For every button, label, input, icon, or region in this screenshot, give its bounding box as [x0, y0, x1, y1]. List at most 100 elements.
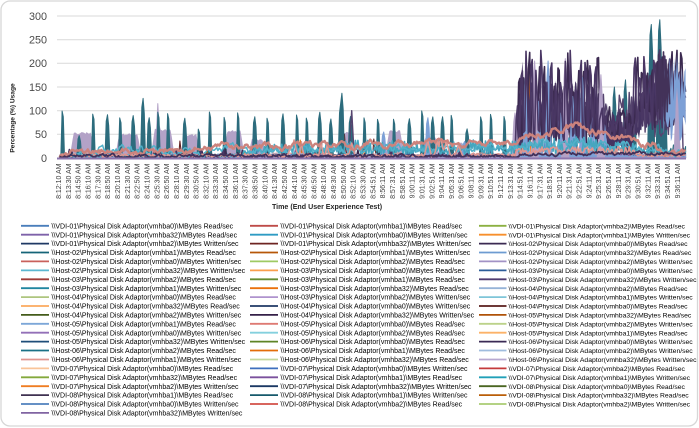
svg-text:\\VDI-01\Physical Disk Adaptor: \\VDI-01\Physical Disk Adaptor(vmhba32)\…: [52, 232, 238, 239]
svg-text:\\Host-02\Physical Disk Adapto: \\Host-02\Physical Disk Adaptor(vmhba1)\…: [52, 250, 237, 257]
svg-text:9:05:31 AM: 9:05:31 AM: [449, 163, 456, 199]
svg-text:\\Host-05\Physical Disk Adapto: \\Host-05\Physical Disk Adaptor(vmhba32)…: [52, 339, 246, 346]
svg-text:9:34:51 AM: 9:34:51 AM: [665, 163, 672, 199]
svg-text:9:21:31 AM: 9:21:31 AM: [567, 163, 574, 199]
svg-text:\\VDI-08\Physical Disk Adaptor: \\VDI-08\Physical Disk Adaptor(vmhba0)\M…: [52, 402, 239, 409]
svg-text:9:22:51 AM: 9:22:51 AM: [577, 163, 584, 199]
svg-text:\\Host-02\Physical Disk Adapto: \\Host-02\Physical Disk Adaptor(vmhba2)\…: [281, 259, 466, 266]
svg-text:9:24:11 AM: 9:24:11 AM: [586, 163, 593, 198]
svg-text:8:18:50 AM: 8:18:50 AM: [105, 163, 112, 199]
svg-text:8:13:30 AM: 8:13:30 AM: [66, 163, 73, 199]
svg-text:\\Host-06\Physical Disk Adapto: \\Host-06\Physical Disk Adaptor(vmhba2)\…: [509, 348, 694, 355]
svg-text:8:25:30 AM: 8:25:30 AM: [154, 163, 161, 199]
svg-text:\\Host-04\Physical Disk Adapto: \\Host-04\Physical Disk Adaptor(vmhba0)\…: [509, 304, 689, 311]
svg-text:9:28:11 AM: 9:28:11 AM: [616, 163, 623, 198]
svg-text:9:08:11 AM: 9:08:11 AM: [469, 163, 476, 198]
svg-text:\\VDI-01\Physical Disk Adaptor: \\VDI-01\Physical Disk Adaptor(vmhba1)\M…: [281, 223, 463, 230]
svg-text:8:22:50 AM: 8:22:50 AM: [135, 163, 142, 199]
svg-text:8:44:10 AM: 8:44:10 AM: [292, 163, 299, 199]
svg-text:8:58:51 AM: 8:58:51 AM: [400, 163, 407, 199]
svg-text:8:28:10 AM: 8:28:10 AM: [174, 163, 181, 199]
svg-text:\\Host-05\Physical Disk Adapto: \\Host-05\Physical Disk Adaptor(vmhba0)\…: [281, 321, 466, 328]
svg-text:100: 100: [29, 106, 47, 118]
svg-text:\\VDI-07\Physical Disk Adaptor: \\VDI-07\Physical Disk Adaptor(vmhba32)\…: [52, 375, 238, 382]
svg-text:9:25:31 AM: 9:25:31 AM: [596, 163, 603, 199]
svg-text:\\VDI-07\Physical Disk Adaptor: \\VDI-07\Physical Disk Adaptor(vmhba2)\M…: [52, 384, 239, 391]
svg-text:9:18:51 AM: 9:18:51 AM: [547, 163, 554, 199]
svg-text:\\Host-06\Physical Disk Adapto: \\Host-06\Physical Disk Adaptor(vmhba0)\…: [509, 339, 694, 346]
svg-text:\\Host-04\Physical Disk Adapto: \\Host-04\Physical Disk Adaptor(vmhba2)\…: [509, 286, 689, 293]
svg-text:\\Host-02\Physical Disk Adapto: \\Host-02\Physical Disk Adaptor(vmhba1)\…: [281, 250, 471, 257]
svg-text:\\Host-04\Physical Disk Adapto: \\Host-04\Physical Disk Adaptor(vmhba0)\…: [281, 304, 471, 311]
svg-text:\\Host-05\Physical Disk Adapto: \\Host-05\Physical Disk Adaptor(vmhba0)\…: [52, 330, 242, 337]
svg-text:8:56:11 AM: 8:56:11 AM: [380, 163, 387, 198]
svg-text:8:33:30 AM: 8:33:30 AM: [213, 163, 220, 199]
svg-text:8:48:10 AM: 8:48:10 AM: [321, 163, 328, 199]
svg-text:\\Host-06\Physical Disk Adapto: \\Host-06\Physical Disk Adaptor(vmhba1)\…: [52, 357, 242, 364]
svg-text:\\Host-03\Physical Disk Adapto: \\Host-03\Physical Disk Adaptor(vmhba32)…: [509, 277, 698, 284]
svg-text:\\Host-06\Physical Disk Adapto: \\Host-06\Physical Disk Adaptor(vmhba0)\…: [281, 339, 466, 346]
svg-text:9:09:31 AM: 9:09:31 AM: [478, 163, 485, 199]
svg-text:\\VDI-01\Physical Disk Adaptor: \\VDI-01\Physical Disk Adaptor(vmhba2)\M…: [509, 223, 686, 230]
svg-text:\\Host-03\Physical Disk Adapto: \\Host-03\Physical Disk Adaptor(vmhba1)\…: [52, 286, 242, 293]
svg-text:\\VDI-08\Physical Disk Adaptor: \\VDI-08\Physical Disk Adaptor(vmhba1)\M…: [281, 393, 468, 400]
svg-text:9:13:31 AM: 9:13:31 AM: [508, 163, 515, 199]
svg-text:8:14:50 AM: 8:14:50 AM: [76, 163, 83, 199]
svg-text:8:45:30 AM: 8:45:30 AM: [302, 163, 309, 199]
svg-text:9:17:31 AM: 9:17:31 AM: [537, 163, 544, 199]
svg-text:Time (End User Experience Test: Time (End User Experience Test): [272, 203, 383, 211]
svg-text:50: 50: [35, 129, 47, 141]
svg-text:8:34:50 AM: 8:34:50 AM: [223, 163, 230, 199]
svg-text:9:12:11 AM: 9:12:11 AM: [498, 163, 505, 198]
svg-text:\\Host-05\Physical Disk Adapto: \\Host-05\Physical Disk Adaptor(vmhba2)\…: [509, 321, 694, 328]
svg-text:\\Host-05\Physical Disk Adapto: \\Host-05\Physical Disk Adaptor(vmhba1)\…: [52, 321, 237, 328]
svg-text:200: 200: [29, 58, 47, 70]
svg-text:\\VDI-07\Physical Disk Adaptor: \\VDI-07\Physical Disk Adaptor(vmhba2)\M…: [509, 366, 686, 373]
svg-text:\\VDI-07\Physical Disk Adaptor: \\VDI-07\Physical Disk Adaptor(vmhba0)\M…: [281, 366, 468, 373]
svg-text:9:04:11 AM: 9:04:11 AM: [439, 163, 446, 198]
svg-text:\\Host-05\Physical Disk Adapto: \\Host-05\Physical Disk Adaptor(vmhba2)\…: [281, 330, 466, 337]
svg-text:\\Host-03\Physical Disk Adapto: \\Host-03\Physical Disk Adaptor(vmhba0)\…: [509, 268, 694, 275]
svg-text:\\Host-06\Physical Disk Adapto: \\Host-06\Physical Disk Adaptor(vmhba32)…: [509, 357, 698, 364]
svg-text:9:29:31 AM: 9:29:31 AM: [626, 163, 633, 199]
svg-text:\\Host-03\Physical Disk Adapto: \\Host-03\Physical Disk Adaptor(vmhba2)\…: [52, 277, 237, 284]
svg-text:\\VDI-08\Physical Disk Adaptor: \\VDI-08\Physical Disk Adaptor(vmhba32)\…: [509, 393, 690, 400]
svg-text:9:02:51 AM: 9:02:51 AM: [429, 163, 436, 199]
svg-text:8:49:30 AM: 8:49:30 AM: [331, 163, 338, 199]
svg-text:\\VDI-08\Physical Disk Adaptor: \\VDI-08\Physical Disk Adaptor(vmhba32)\…: [52, 411, 243, 418]
svg-text:9:20:11 AM: 9:20:11 AM: [557, 163, 564, 198]
svg-text:8:16:10 AM: 8:16:10 AM: [86, 163, 93, 199]
svg-text:8:20:10 AM: 8:20:10 AM: [115, 163, 122, 199]
svg-text:0: 0: [41, 153, 47, 165]
svg-text:\\Host-02\Physical Disk Adapto: \\Host-02\Physical Disk Adaptor(vmhba32)…: [52, 268, 246, 275]
svg-text:8:29:30 AM: 8:29:30 AM: [184, 163, 191, 199]
svg-text:8:52:10 AM: 8:52:10 AM: [351, 163, 358, 199]
svg-text:9:14:51 AM: 9:14:51 AM: [518, 163, 525, 199]
svg-text:\\Host-04\Physical Disk Adapto: \\Host-04\Physical Disk Adaptor(vmhba32)…: [281, 313, 475, 320]
svg-text:\\Host-03\Physical Disk Adapto: \\Host-03\Physical Disk Adaptor(vmhba32)…: [281, 286, 470, 293]
svg-text:8:21:30 AM: 8:21:30 AM: [125, 163, 132, 199]
svg-text:8:57:31 AM: 8:57:31 AM: [390, 163, 397, 199]
svg-text:\\VDI-08\Physical Disk Adaptor: \\VDI-08\Physical Disk Adaptor(vmhba2)\M…: [509, 402, 691, 409]
svg-text:8:32:10 AM: 8:32:10 AM: [203, 163, 210, 199]
svg-text:\\VDI-01\Physical Disk Adaptor: \\VDI-01\Physical Disk Adaptor(vmhba1)\M…: [509, 232, 691, 239]
svg-text:\\Host-06\Physical Disk Adapto: \\Host-06\Physical Disk Adaptor(vmhba1)\…: [281, 348, 466, 355]
svg-text:9:06:51 AM: 9:06:51 AM: [459, 163, 466, 199]
svg-text:8:38:50 AM: 8:38:50 AM: [253, 163, 260, 199]
svg-text:9:00:11 AM: 9:00:11 AM: [410, 163, 417, 198]
svg-text:\\Host-04\Physical Disk Adapto: \\Host-04\Physical Disk Adaptor(vmhba1)\…: [509, 295, 694, 302]
svg-text:\\Host-06\Physical Disk Adapto: \\Host-06\Physical Disk Adaptor(vmhba32)…: [281, 357, 470, 364]
svg-text:\\Host-02\Physical Disk Adapto: \\Host-02\Physical Disk Adaptor(vmhba32)…: [509, 250, 692, 257]
svg-text:\\Host-04\Physical Disk Adapto: \\Host-04\Physical Disk Adaptor(vmhba0)\…: [52, 295, 237, 302]
svg-text:\\VDI-07\Physical Disk Adaptor: \\VDI-07\Physical Disk Adaptor(vmhba1)\M…: [509, 375, 691, 382]
svg-text:\\Host-06\Physical Disk Adapto: \\Host-06\Physical Disk Adaptor(vmhba2)\…: [52, 348, 237, 355]
svg-text:9:26:51 AM: 9:26:51 AM: [606, 163, 613, 199]
svg-text:300: 300: [29, 11, 47, 23]
svg-text:8:53:30 AM: 8:53:30 AM: [361, 163, 368, 199]
svg-text:\\VDI-08\Physical Disk Adaptor: \\VDI-08\Physical Disk Adaptor(vmhba1)\M…: [52, 393, 234, 400]
svg-text:9:01:31 AM: 9:01:31 AM: [419, 163, 426, 199]
svg-text:9:36:11 AM: 9:36:11 AM: [675, 163, 682, 198]
svg-text:\\Host-04\Physical Disk Adapto: \\Host-04\Physical Disk Adaptor(vmhba32)…: [52, 304, 241, 311]
svg-text:\\VDI-07\Physical Disk Adaptor: \\VDI-07\Physical Disk Adaptor(vmhba32)\…: [281, 384, 472, 391]
svg-text:\\Host-02\Physical Disk Adapto: \\Host-02\Physical Disk Adaptor(vmhba0)\…: [52, 259, 242, 266]
